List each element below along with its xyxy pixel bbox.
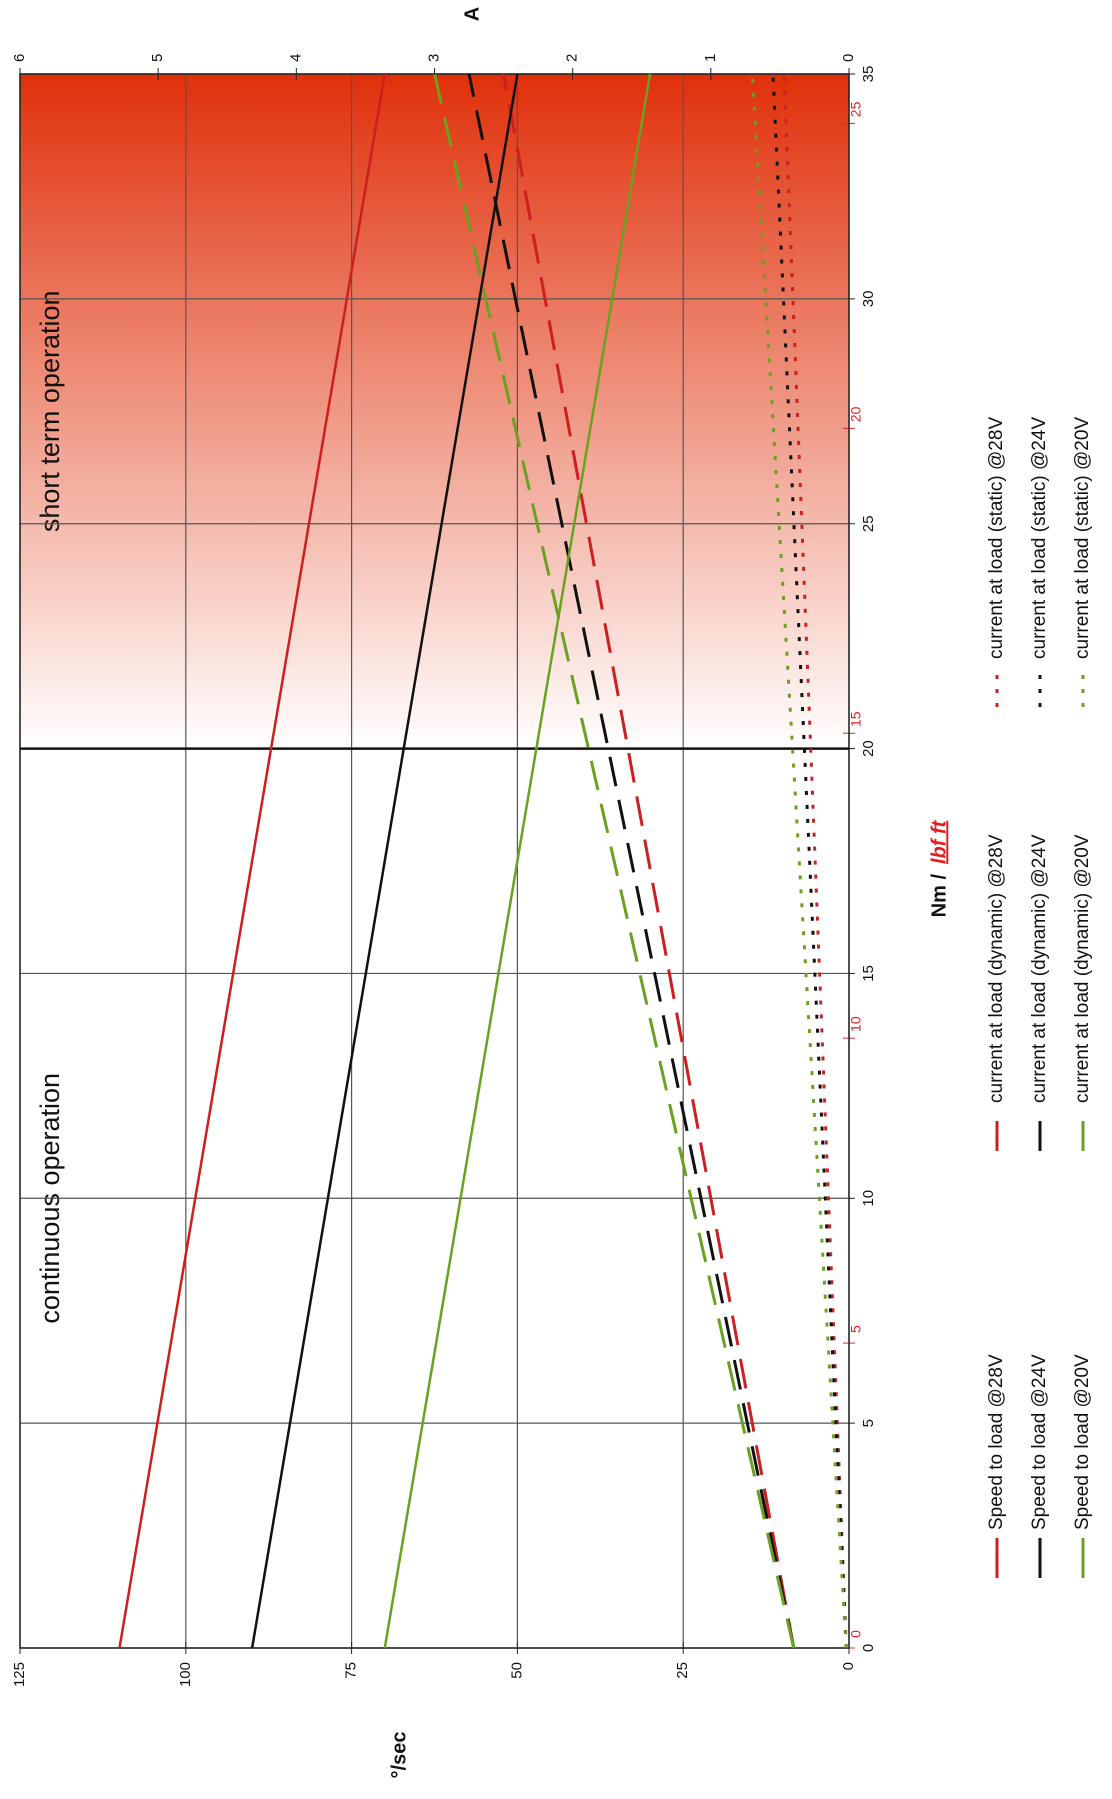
x2-tick-label: 5 [848,1325,864,1333]
series-line [250,73,519,1649]
series-line [383,73,652,1649]
legend-label: Speed to load @24V [1029,1354,1050,1530]
y-tick-label: 100 [177,1662,194,1687]
x-tick-label: 25 [860,515,877,532]
rotated-chart: °/sec A Nm / lbf ft continuous operation… [11,7,1093,1779]
y2-tick-label: 2 [564,54,581,62]
y2-axis-title: A [461,7,483,21]
series-line [118,73,386,1649]
x-axis-title: Nm / [928,874,950,918]
x-tick-label: 20 [860,740,877,757]
y-tick-label: 50 [508,1662,525,1679]
legend-label: current at load (dynamic) @20V [1072,834,1093,1103]
x2-axis-title: lbf ft [928,819,950,864]
plot-frame [19,73,850,1649]
x2-tick-label: 20 [848,406,864,422]
legend-label: current at load (static) @28V [986,417,1007,659]
series-line [467,73,796,1649]
legend-label: current at load (static) @24V [1029,417,1050,659]
y-tick-label: 125 [11,1662,28,1687]
y-tick-label: 0 [840,1662,857,1670]
x2-tick-label: 15 [848,711,864,727]
x2-tick-label: 10 [848,1016,864,1032]
y-tick-label: 75 [343,1662,360,1679]
x-tick-label: 35 [860,66,877,83]
y-axis-title: °/sec [388,1732,410,1779]
y2-tick-label: 3 [425,54,442,62]
series-line [433,73,796,1649]
x2-tick-label: 0 [848,1630,864,1638]
series-line [771,73,848,1649]
legend-label: Speed to load @28V [986,1354,1007,1530]
y2-tick-label: 5 [149,54,166,62]
y2-tick-label: 0 [840,54,857,62]
legend-label: current at load (dynamic) @24V [1029,834,1050,1103]
y2-tick-label: 1 [702,54,719,62]
legend-label: current at load (static) @20V [1072,417,1093,659]
x-tick-label: 0 [860,1644,877,1652]
legend-label: current at load (dynamic) @28V [986,834,1007,1103]
x-tick-label: 10 [860,1190,877,1207]
region-shade [20,74,849,749]
y2-tick-label: 6 [11,54,28,62]
y2-tick-label: 4 [287,54,304,62]
region-label: short term operation [35,290,65,532]
series-line [502,73,796,1649]
legend-label: Speed to load @20V [1072,1354,1093,1530]
series-line [782,73,848,1649]
x2-tick-label: 25 [848,101,864,117]
x-tick-label: 30 [860,291,877,308]
x-tick-label: 15 [860,965,877,982]
x-tick-label: 5 [860,1419,877,1427]
y-tick-label: 25 [674,1662,691,1679]
